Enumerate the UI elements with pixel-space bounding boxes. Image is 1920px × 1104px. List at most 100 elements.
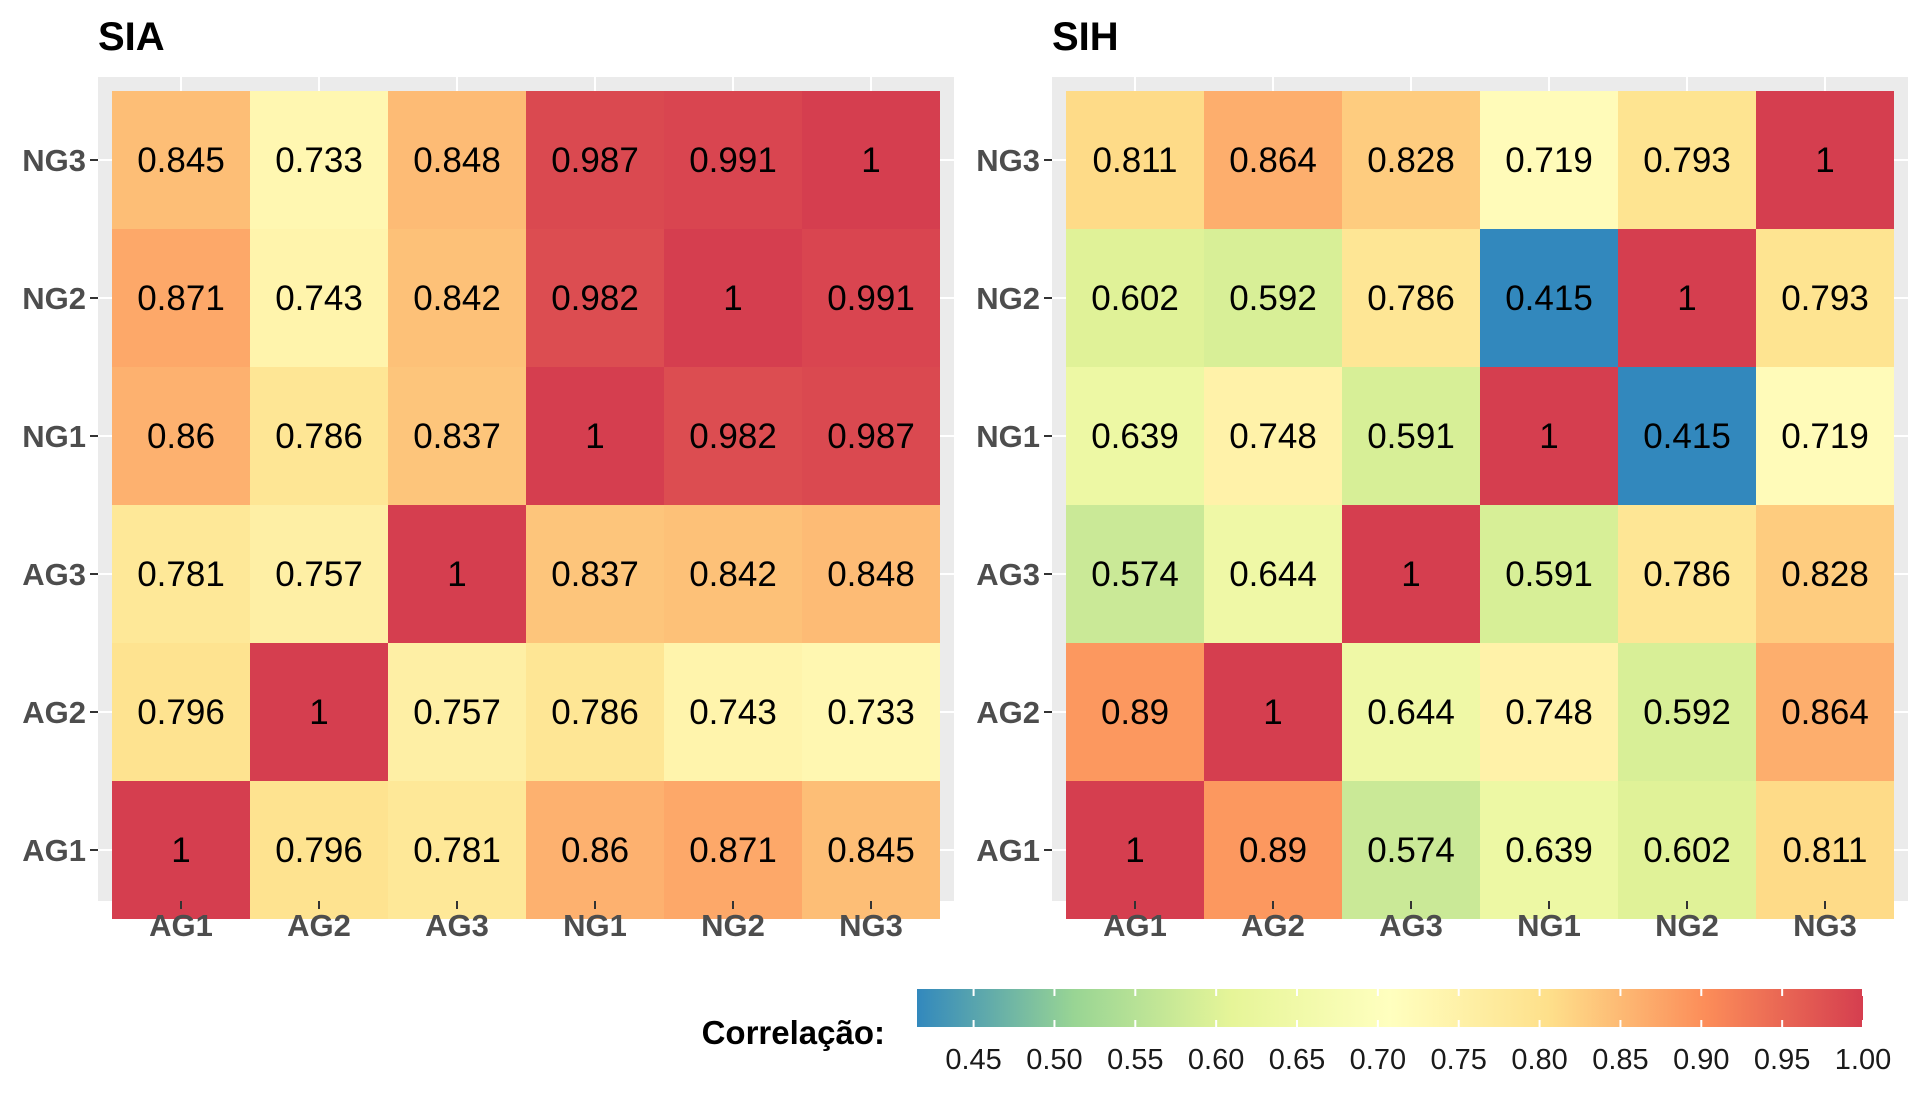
cell-value-label: 0.415 [1643, 417, 1731, 456]
cell-value-label: 1 [447, 555, 466, 594]
cell-value-label: 0.793 [1781, 279, 1869, 318]
cell-value-label: 0.845 [827, 831, 915, 870]
heatmap-cell-ng1-ag3 [1342, 367, 1480, 505]
heatmap-cell-ag3-ng3 [1756, 505, 1894, 643]
cell-value-label: 0.86 [561, 831, 629, 870]
heatmap-cell-ng3-ag2 [250, 91, 388, 229]
heatmap-cell-ag2-ag1 [1066, 643, 1204, 781]
heatmap-cell-ag2-ng1 [1480, 643, 1618, 781]
cell-value-label: 0.786 [1643, 555, 1731, 594]
heatmap-cell-ng2-ag2 [1204, 229, 1342, 367]
heatmap-cell-ng1-ng1 [1480, 367, 1618, 505]
y-tick-label: NG1 [976, 419, 1040, 454]
heatmap-cell-ag1-ag3 [388, 781, 526, 919]
cell-value-label: 0.644 [1229, 555, 1317, 594]
heatmap-cell-ag1-ag1 [1066, 781, 1204, 919]
cell-value-label: 0.786 [275, 417, 363, 456]
legend-tick-label: 1.00 [1835, 1044, 1891, 1076]
heatmap-cell-ag1-ng1 [1480, 781, 1618, 919]
heatmap-cell-ag1-ag3 [1342, 781, 1480, 919]
x-tick-label: AG2 [1241, 908, 1305, 943]
x-tick-label: AG1 [1103, 908, 1167, 943]
cell-value-label: 0.748 [1505, 693, 1593, 732]
y-tick-label: AG2 [976, 695, 1040, 730]
heatmap-cell-ag3-ag1 [112, 505, 250, 643]
x-tick-label: NG2 [701, 908, 765, 943]
cell-value-label: 0.639 [1091, 417, 1179, 456]
heatmap-cell-ag3-ng1 [526, 505, 664, 643]
cell-value-label: 1 [171, 831, 190, 870]
heatmap-cell-ng2-ag1 [1066, 229, 1204, 367]
heatmap-cell-ag1-ng2 [664, 781, 802, 919]
cell-value-label: 0.743 [275, 279, 363, 318]
cell-value-label: 0.811 [1093, 141, 1178, 180]
heatmap-cell-ng3-ng3 [802, 91, 940, 229]
cell-value-label: 0.719 [1781, 417, 1869, 456]
legend-tick-label: 0.50 [1026, 1044, 1082, 1076]
legend-tick-label: 0.45 [945, 1044, 1001, 1076]
heatmap-cell-ag1-ng3 [802, 781, 940, 919]
heatmap-cell-ag1-ag1 [112, 781, 250, 919]
heatmap-cell-ag2-ag3 [1342, 643, 1480, 781]
cell-value-label: 0.602 [1643, 831, 1731, 870]
cell-value-label: 1 [309, 693, 328, 732]
heatmap-cell-ng1-ag2 [250, 367, 388, 505]
cell-value-label: 1 [1263, 693, 1282, 732]
heatmap-cell-ag1-ng1 [526, 781, 664, 919]
heatmap-cell-ng3-ag1 [1066, 91, 1204, 229]
cell-value-label: 0.864 [1229, 141, 1317, 180]
heatmap-cell-ng1-ag2 [1204, 367, 1342, 505]
cell-value-label: 0.415 [1505, 279, 1593, 318]
cell-value-label: 0.848 [413, 141, 501, 180]
heatmap-cell-ag3-ag2 [250, 505, 388, 643]
heatmap-cell-ag3-ng2 [1618, 505, 1756, 643]
cell-value-label: 0.733 [275, 141, 363, 180]
x-tick-label: NG1 [1517, 908, 1581, 943]
heatmap-cell-ng3-ag3 [1342, 91, 1480, 229]
heatmap-cell-ng1-ng3 [1756, 367, 1894, 505]
heatmap-cell-ag2-ag2 [250, 643, 388, 781]
cell-value-label: 0.987 [551, 141, 639, 180]
color-legend: Correlação: 0.45 0.50 0.55 0.60 0.65 0.70 0.75… [702, 989, 1891, 1076]
cell-value-label: 0.796 [137, 693, 225, 732]
cell-value-label: 0.757 [413, 693, 501, 732]
heatmap-cell-ag3-ng2 [664, 505, 802, 643]
heatmap-cell-ng1-ng2 [664, 367, 802, 505]
sih-title: SIH [1052, 15, 1119, 59]
heatmap-cell-ng2-ng3 [1756, 229, 1894, 367]
cell-value-label: 0.644 [1367, 693, 1455, 732]
cell-value-label: 0.842 [413, 279, 501, 318]
cell-value-label: 1 [1401, 555, 1420, 594]
cell-value-label: 0.574 [1091, 555, 1179, 594]
heatmap-cell-ng3-ag3 [388, 91, 526, 229]
heatmap-cell-ng3-ng1 [1480, 91, 1618, 229]
cell-value-label: 0.982 [551, 279, 639, 318]
cell-value-label: 0.991 [689, 141, 777, 180]
heatmap-cell-ag3-ag3 [1342, 505, 1480, 643]
cell-value-label: 0.848 [827, 555, 915, 594]
heatmap-cell-ng2-ng3 [802, 229, 940, 367]
cell-value-label: 0.733 [827, 693, 915, 732]
cell-value-label: 0.837 [551, 555, 639, 594]
heatmap-cell-ng2-ag3 [1342, 229, 1480, 367]
cell-value-label: 1 [1815, 141, 1834, 180]
legend-title: Correlação: [702, 1014, 885, 1051]
heatmap-cell-ng1-ng1 [526, 367, 664, 505]
cell-value-label: 0.592 [1229, 279, 1317, 318]
y-tick-label: AG1 [976, 833, 1040, 868]
cell-value-label: 1 [1539, 417, 1558, 456]
heatmap-cell-ng3-ng3 [1756, 91, 1894, 229]
heatmap-cell-ng3-ng2 [664, 91, 802, 229]
cell-value-label: 0.89 [1239, 831, 1307, 870]
y-tick-label: NG3 [22, 143, 86, 178]
heatmap-cell-ng3-ng1 [526, 91, 664, 229]
cell-value-label: 0.89 [1101, 693, 1169, 732]
heatmap-cell-ng3-ng2 [1618, 91, 1756, 229]
heatmap-cell-ng1-ng2 [1618, 367, 1756, 505]
heatmap-cell-ng2-ng1 [1480, 229, 1618, 367]
heatmap-cell-ag3-ng3 [802, 505, 940, 643]
cell-value-label: 0.991 [827, 279, 915, 318]
cell-value-label: 1 [1125, 831, 1144, 870]
x-tick-label: NG2 [1655, 908, 1719, 943]
